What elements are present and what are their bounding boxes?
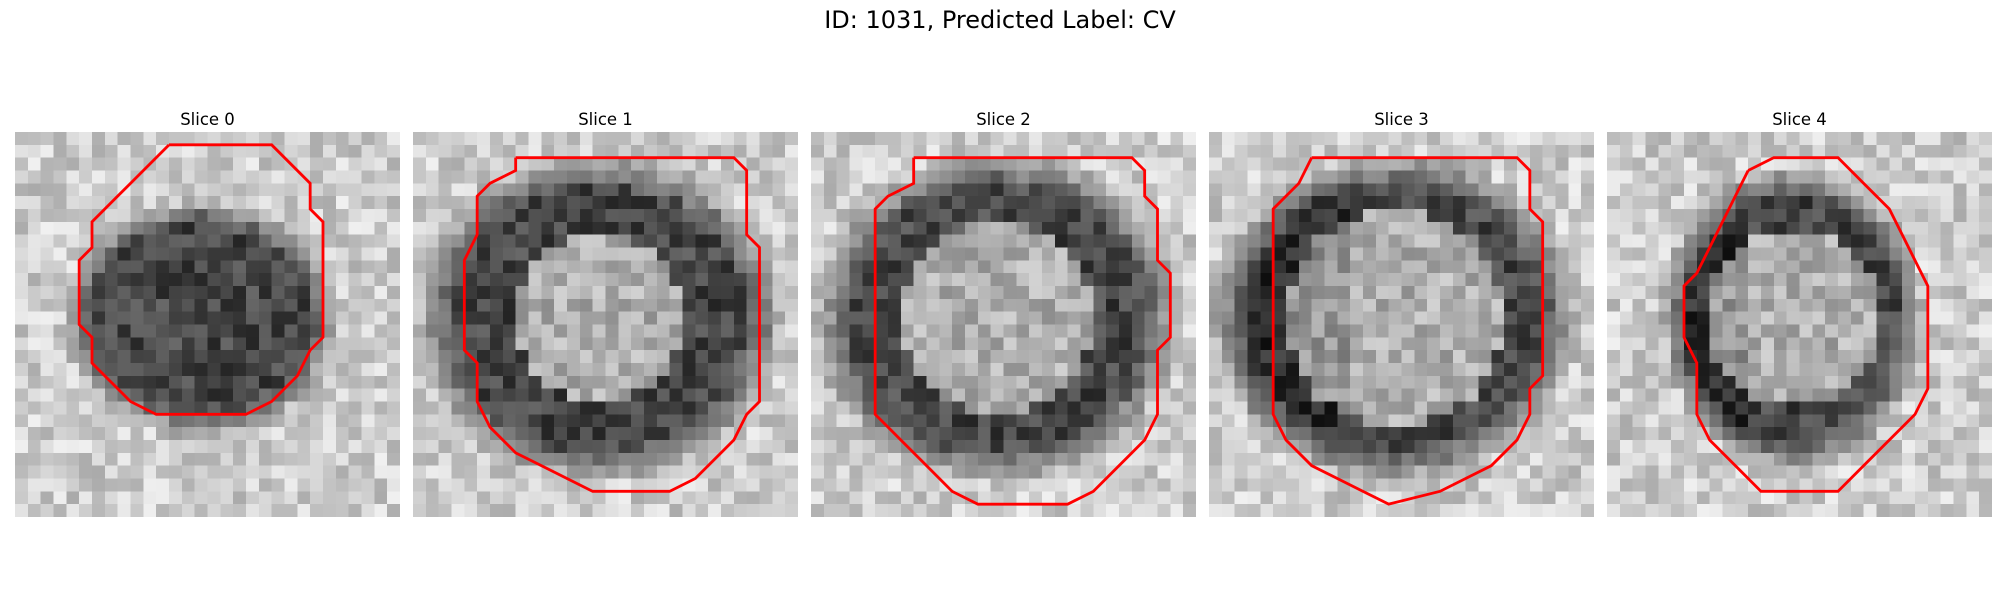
slice-image-4 [1607,132,1992,517]
segmentation-contour [77,143,325,416]
slice-panel-3: Slice 3 [1209,110,1594,517]
slice-panel-2: Slice 2 [811,110,1196,517]
slice-image-0 [15,132,400,517]
segmentation-contour [1682,156,1930,493]
slice-image-1 [413,132,798,517]
segmentation-contour [873,156,1172,506]
slice-title-1: Slice 1 [578,110,633,129]
slice-title-2: Slice 2 [976,110,1031,129]
slice-panel-1: Slice 1 [413,110,798,517]
slice-title-3: Slice 3 [1374,110,1429,129]
slice-title-4: Slice 4 [1772,110,1827,129]
figure-title: ID: 1031, Predicted Label: CV [824,6,1176,34]
slice-image-2 [811,132,1196,517]
segmentation-contour [462,156,761,493]
slice-image-3 [1209,132,1594,517]
slice-title-0: Slice 0 [180,110,235,129]
segmentation-contour [1271,156,1545,506]
slice-panel-4: Slice 4 [1607,110,1992,517]
slice-panel-0: Slice 0 [15,110,400,517]
